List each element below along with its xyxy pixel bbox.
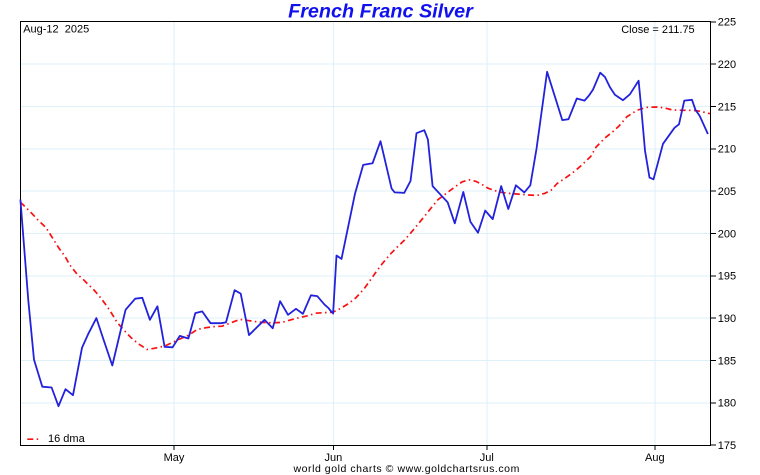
- svg-text:185: 185: [718, 355, 736, 367]
- svg-text:195: 195: [718, 271, 736, 283]
- svg-text:Aug: Aug: [645, 452, 665, 464]
- svg-text:May: May: [164, 452, 185, 464]
- svg-text:16 dma: 16 dma: [48, 433, 86, 445]
- svg-text:225: 225: [718, 17, 736, 29]
- svg-text:Aug-12 2025: Aug-12 2025: [23, 24, 89, 36]
- svg-text:Jul: Jul: [480, 452, 494, 464]
- svg-text:Close = 211.75: Close = 211.75: [621, 24, 695, 36]
- svg-text:200: 200: [718, 228, 736, 240]
- svg-text:Jun: Jun: [325, 452, 343, 464]
- svg-text:220: 220: [718, 59, 736, 71]
- svg-text:world gold charts © www.goldch: world gold charts © www.goldchartsrus.co…: [293, 463, 520, 475]
- svg-text:205: 205: [718, 186, 736, 198]
- svg-text:215: 215: [718, 101, 736, 113]
- svg-text:French Franc Silver: French Franc Silver: [288, 0, 474, 22]
- svg-text:210: 210: [718, 144, 736, 156]
- svg-text:180: 180: [718, 398, 736, 410]
- svg-text:175: 175: [718, 440, 736, 452]
- svg-text:190: 190: [718, 313, 736, 325]
